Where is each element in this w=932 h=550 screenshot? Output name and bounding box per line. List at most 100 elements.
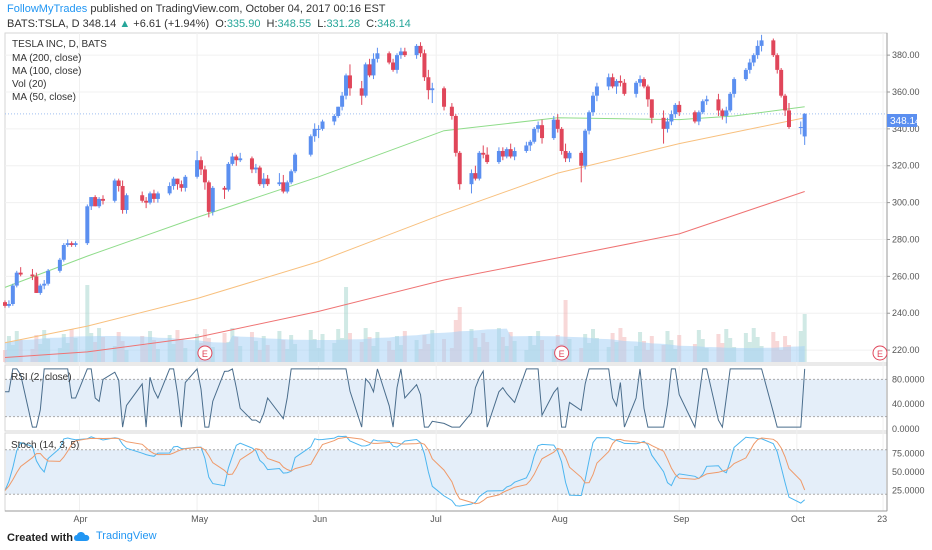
candle-body [363, 64, 368, 96]
low-value: 331.28 [326, 18, 361, 30]
legend-ma100: MA (100, close) [12, 66, 81, 77]
candle-body [787, 110, 791, 128]
candle-body [649, 99, 654, 118]
candle-body [485, 154, 490, 163]
candle-body [18, 272, 23, 275]
price-badge-bg [887, 114, 917, 127]
candle-body [387, 53, 392, 63]
candle-body [167, 186, 172, 194]
candle-body [665, 121, 670, 129]
candle-body [289, 171, 294, 183]
candle-body [720, 110, 725, 116]
created-with-text: Created with [7, 532, 74, 544]
earnings-marker [554, 345, 570, 361]
candle-body [253, 167, 258, 170]
time-axis-label: Apr [73, 514, 87, 524]
candle-body [336, 106, 341, 116]
earnings-marker [197, 345, 213, 361]
candle-body [281, 182, 286, 192]
candle-body [230, 156, 235, 164]
header-bar: FollowMyTrades published on TradingView.… [0, 0, 932, 32]
candle-body [594, 86, 599, 96]
candle-body [89, 197, 94, 207]
earnings-marker-label: E [877, 349, 883, 359]
price-badge: 348.14 [890, 116, 921, 127]
candle-body [398, 51, 403, 56]
candle-body [587, 112, 592, 131]
earnings-marker [872, 345, 888, 361]
time-axis-label: May [191, 514, 209, 524]
publish-line: FollowMyTrades published on TradingView.… [7, 3, 386, 16]
candle-body [3, 302, 7, 306]
volume-bar [85, 285, 90, 362]
candle-body [496, 150, 501, 163]
candle-body [661, 117, 666, 129]
tradingview-brand[interactable]: TradingView [72, 530, 157, 542]
candle-body [422, 53, 427, 78]
price-axis-label: 380.00 [892, 50, 920, 60]
price-axis-label: 360.00 [892, 87, 920, 97]
price-axis-label: 280.00 [892, 234, 920, 244]
candle-body [779, 69, 784, 96]
candle-body [238, 158, 243, 161]
rsi-title: RSI (2, close) [11, 372, 72, 383]
author-link[interactable]: FollowMyTrades [7, 3, 88, 15]
tradingview-brand-label: TradingView [96, 530, 157, 542]
candle-body [583, 130, 588, 166]
volume-bar [344, 287, 349, 362]
candle-body [97, 198, 102, 207]
candle-body [148, 193, 153, 203]
candle-body [42, 283, 47, 286]
candle-body [469, 173, 474, 185]
candle-body [700, 101, 705, 113]
candle-body [46, 270, 51, 284]
earnings-marker-label: E [559, 349, 565, 359]
candlesticks [3, 34, 807, 308]
time-axis-label: Oct [791, 514, 806, 524]
candle-body [473, 173, 478, 179]
candle-body [579, 152, 584, 166]
time-axis-label: Aug [552, 514, 568, 524]
candle-body [395, 55, 399, 70]
candle-body [591, 95, 595, 113]
open-label: O: [215, 18, 227, 30]
candle-body [418, 45, 423, 54]
candle-body [618, 80, 623, 83]
symbol-line: BATS:TSLA, D 348.14 ▲ +6.61 (+1.94%) O:3… [7, 18, 411, 31]
candle-body [85, 206, 90, 244]
candle-body [332, 115, 337, 122]
footer-bar: Created with TradingView [0, 528, 932, 550]
candle-body [371, 58, 376, 76]
candle-body [320, 121, 325, 129]
stoch-indicator [4, 435, 887, 507]
high-value: 348.55 [277, 18, 312, 30]
candle-body [504, 149, 509, 157]
tradingview-cloud-icon [74, 532, 90, 541]
candle-body [751, 55, 756, 63]
candle-body [442, 88, 447, 107]
candle-body [759, 40, 764, 46]
rsi-axis-label: 40.0000 [892, 399, 925, 409]
candle-body [747, 62, 752, 70]
close-label: C: [366, 18, 378, 30]
candle-body [112, 180, 117, 201]
candle-body [234, 156, 239, 161]
candle-body [308, 136, 313, 155]
volume-bar [743, 333, 748, 362]
candle-body [606, 77, 611, 87]
price-axis-label: 240.00 [892, 308, 920, 318]
earnings-marker-label: E [202, 349, 208, 359]
candle-body [14, 272, 19, 286]
candle-body [57, 259, 62, 271]
low-label: L: [317, 18, 327, 30]
candle-body [481, 152, 486, 155]
volume-bar [563, 300, 568, 362]
candle-body [277, 182, 282, 185]
published-text: published on TradingView.com, October 04… [90, 3, 386, 15]
price-axis-label: 300.00 [892, 198, 920, 208]
candle-body [222, 187, 227, 190]
rsi-line [5, 367, 806, 429]
rsi-axis-label: 80.0000 [892, 374, 925, 384]
